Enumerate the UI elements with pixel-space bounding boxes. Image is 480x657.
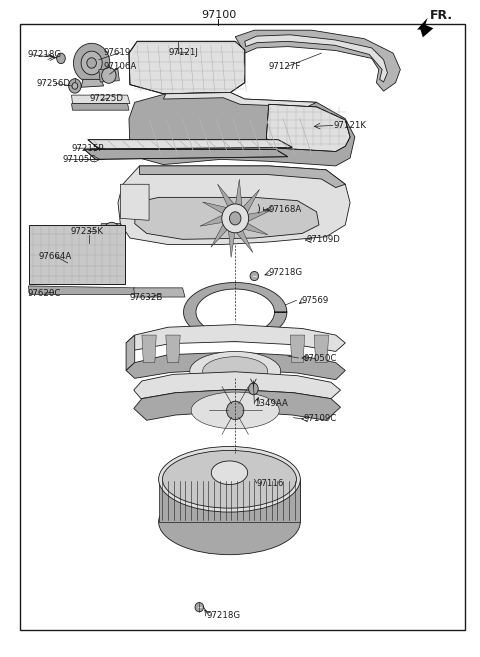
Polygon shape xyxy=(235,30,400,91)
Text: 97105C: 97105C xyxy=(63,155,96,164)
Ellipse shape xyxy=(96,227,108,240)
Polygon shape xyxy=(242,223,268,235)
Polygon shape xyxy=(126,352,345,380)
Text: ): ) xyxy=(256,204,260,214)
Polygon shape xyxy=(228,229,235,258)
Ellipse shape xyxy=(72,83,78,89)
Polygon shape xyxy=(118,166,350,244)
Ellipse shape xyxy=(73,43,110,83)
Ellipse shape xyxy=(57,53,65,64)
Polygon shape xyxy=(84,150,288,160)
Ellipse shape xyxy=(203,357,268,386)
Text: 97116: 97116 xyxy=(257,479,284,487)
Text: 97225D: 97225D xyxy=(89,94,123,103)
Polygon shape xyxy=(142,335,156,363)
Ellipse shape xyxy=(87,58,96,68)
Text: 97106A: 97106A xyxy=(104,62,137,71)
Polygon shape xyxy=(129,93,355,166)
Polygon shape xyxy=(200,214,224,226)
Polygon shape xyxy=(290,335,305,363)
Ellipse shape xyxy=(222,204,249,233)
Polygon shape xyxy=(29,225,125,284)
Polygon shape xyxy=(28,286,140,294)
Polygon shape xyxy=(140,166,345,187)
Ellipse shape xyxy=(86,235,93,243)
Polygon shape xyxy=(163,93,317,107)
Polygon shape xyxy=(217,184,235,208)
Text: 97050C: 97050C xyxy=(303,353,336,363)
Polygon shape xyxy=(242,189,260,214)
Polygon shape xyxy=(314,335,328,363)
Text: FR.: FR. xyxy=(430,9,453,22)
Polygon shape xyxy=(135,197,319,239)
Ellipse shape xyxy=(104,222,120,238)
Text: 97256D: 97256D xyxy=(36,79,71,88)
Text: 97620C: 97620C xyxy=(27,288,60,298)
Polygon shape xyxy=(266,104,350,152)
Ellipse shape xyxy=(211,461,248,484)
Text: 97215P: 97215P xyxy=(72,144,104,152)
Ellipse shape xyxy=(158,489,300,555)
Text: 1349AA: 1349AA xyxy=(254,399,288,409)
Polygon shape xyxy=(88,140,293,149)
Polygon shape xyxy=(81,79,104,87)
Text: 97619: 97619 xyxy=(104,48,131,57)
Text: 97168A: 97168A xyxy=(269,205,302,214)
Polygon shape xyxy=(126,335,135,371)
Polygon shape xyxy=(235,229,253,252)
Polygon shape xyxy=(134,288,185,297)
Polygon shape xyxy=(211,223,228,247)
Text: 97218G: 97218G xyxy=(206,611,240,620)
Ellipse shape xyxy=(102,68,116,83)
Text: 97121J: 97121J xyxy=(168,48,198,57)
Ellipse shape xyxy=(227,401,244,420)
Ellipse shape xyxy=(190,351,281,391)
Text: 97100: 97100 xyxy=(201,10,236,20)
Text: 97632B: 97632B xyxy=(130,293,163,302)
Text: 97109D: 97109D xyxy=(306,235,340,244)
Text: 97218G: 97218G xyxy=(27,50,61,59)
Ellipse shape xyxy=(69,79,81,93)
Ellipse shape xyxy=(250,271,259,281)
Polygon shape xyxy=(235,179,242,208)
Polygon shape xyxy=(72,104,129,110)
Text: 97218G: 97218G xyxy=(269,268,303,277)
Text: 97235K: 97235K xyxy=(70,227,103,236)
Ellipse shape xyxy=(162,451,297,508)
Polygon shape xyxy=(134,372,340,399)
Polygon shape xyxy=(247,210,270,222)
Text: 97121K: 97121K xyxy=(333,121,366,130)
Polygon shape xyxy=(158,480,300,522)
Ellipse shape xyxy=(249,383,258,395)
Polygon shape xyxy=(99,70,120,82)
Text: 97569: 97569 xyxy=(301,296,328,305)
Text: 97127F: 97127F xyxy=(269,62,301,71)
Polygon shape xyxy=(134,390,340,420)
Ellipse shape xyxy=(158,447,300,512)
Text: 97109C: 97109C xyxy=(303,415,336,424)
Ellipse shape xyxy=(191,392,279,429)
Polygon shape xyxy=(166,335,180,363)
Ellipse shape xyxy=(195,602,204,612)
Polygon shape xyxy=(203,202,228,214)
Polygon shape xyxy=(100,223,124,237)
Polygon shape xyxy=(126,325,345,351)
Polygon shape xyxy=(120,184,149,220)
Text: 97664A: 97664A xyxy=(38,252,71,261)
Ellipse shape xyxy=(229,212,241,225)
Polygon shape xyxy=(129,41,245,94)
Polygon shape xyxy=(72,95,130,104)
Polygon shape xyxy=(417,18,433,37)
Polygon shape xyxy=(183,283,287,342)
Ellipse shape xyxy=(81,51,102,75)
Polygon shape xyxy=(245,35,387,82)
